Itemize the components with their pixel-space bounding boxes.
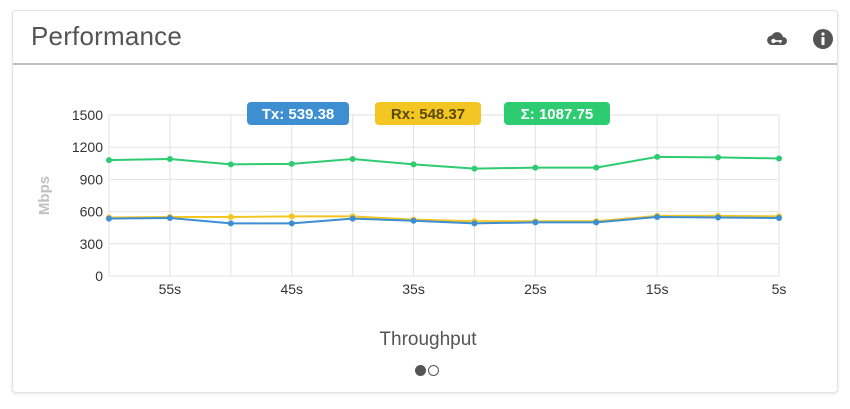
chart-legend: Tx: 539.38 Rx: 548.37 Σ: 1087.75 xyxy=(247,102,610,125)
info-icon[interactable] xyxy=(811,27,835,51)
data-point-0-4[interactable] xyxy=(349,156,356,163)
x-tick-label-2: 35s xyxy=(402,281,425,297)
legend-badge-1: Rx: 548.37 xyxy=(375,102,481,125)
data-point-2-10[interactable] xyxy=(715,214,722,221)
y-tick-label-5: 1500 xyxy=(72,107,103,123)
data-point-1-3[interactable] xyxy=(288,213,295,220)
data-point-0-2[interactable] xyxy=(227,161,234,168)
data-point-2-9[interactable] xyxy=(654,213,661,220)
data-point-2-11[interactable] xyxy=(776,215,782,222)
data-point-0-0[interactable] xyxy=(106,157,112,164)
data-point-0-7[interactable] xyxy=(532,164,539,171)
legend-label-0: Tx: 539.38 xyxy=(262,106,335,123)
data-point-2-1[interactable] xyxy=(166,215,173,222)
x-tick-label-1: 45s xyxy=(280,281,303,297)
legend-label-2: Σ: 1087.75 xyxy=(521,106,593,123)
legend-badge-bg-2 xyxy=(504,102,610,125)
y-axis-ticks: 0 300 600 900 1200 1500 xyxy=(72,107,103,284)
y-tick-label-1: 300 xyxy=(80,236,104,252)
series-0 xyxy=(106,153,782,172)
series-line-2 xyxy=(108,215,780,225)
y-axis-label: Mbps xyxy=(36,176,53,215)
data-point-0-3[interactable] xyxy=(288,160,295,167)
data-point-0-11[interactable] xyxy=(776,155,782,162)
data-point-0-10[interactable] xyxy=(715,154,722,161)
pager xyxy=(415,365,439,379)
performance-widget: Performance 0 300 600 900 1200 1500 55s 45s 35s… xyxy=(12,10,838,393)
data-point-2-7[interactable] xyxy=(532,219,539,226)
x-axis-ticks: 55s 45s 35s 25s 15s 5s xyxy=(159,281,787,297)
legend-badge-0: Tx: 539.38 xyxy=(247,102,349,125)
chart-series xyxy=(106,153,782,227)
x-tick-label-5: 5s xyxy=(772,281,787,297)
data-point-1-2[interactable] xyxy=(227,213,234,220)
data-point-0-8[interactable] xyxy=(593,164,600,171)
x-tick-label-3: 25s xyxy=(524,281,547,297)
y-tick-label-2: 600 xyxy=(80,204,104,220)
widget-header: Performance xyxy=(13,11,837,65)
y-tick-label-4: 1200 xyxy=(72,139,103,155)
y-tick-label-0: 0 xyxy=(95,268,103,284)
data-point-0-1[interactable] xyxy=(166,156,173,163)
pager-dot-2[interactable] xyxy=(428,365,439,376)
legend-badge-bg-0 xyxy=(247,102,349,125)
legend-badge-2: Σ: 1087.75 xyxy=(504,102,610,125)
data-point-0-9[interactable] xyxy=(654,153,661,160)
chart-grid xyxy=(108,114,780,277)
legend-badge-bg-1 xyxy=(375,102,481,125)
x-tick-label-4: 15s xyxy=(646,281,669,297)
legend-label-1: Rx: 548.37 xyxy=(391,106,465,123)
data-point-2-0[interactable] xyxy=(106,215,112,222)
series-line-1 xyxy=(108,214,780,223)
series-2 xyxy=(106,213,782,227)
data-point-0-6[interactable] xyxy=(471,165,478,172)
data-point-2-4[interactable] xyxy=(349,215,356,222)
data-point-0-5[interactable] xyxy=(410,161,417,168)
data-point-2-6[interactable] xyxy=(471,220,478,227)
throughput-chart: 0 300 600 900 1200 1500 55s 45s 35s 25s 15s 5s Mbp… xyxy=(36,102,787,350)
y-tick-label-3: 900 xyxy=(80,171,104,187)
pager-dot-1[interactable] xyxy=(415,365,426,376)
widget-title: Performance xyxy=(31,21,183,51)
x-tick-label-0: 55s xyxy=(159,281,182,297)
data-point-2-8[interactable] xyxy=(593,219,600,226)
data-point-2-2[interactable] xyxy=(227,220,234,227)
x-axis-label: Throughput xyxy=(379,329,477,350)
cloud-key-icon[interactable] xyxy=(765,27,789,51)
data-point-2-5[interactable] xyxy=(410,217,417,224)
data-point-2-3[interactable] xyxy=(288,220,295,227)
series-line-0 xyxy=(108,155,780,170)
